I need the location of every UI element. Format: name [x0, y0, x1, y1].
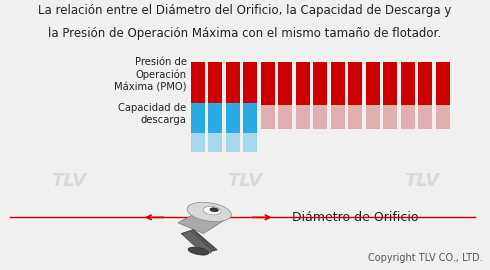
Bar: [208, 133, 222, 152]
Bar: [226, 133, 240, 152]
Bar: [366, 62, 380, 105]
Bar: [278, 105, 293, 129]
Polygon shape: [178, 207, 229, 234]
Bar: [436, 62, 450, 105]
Bar: [208, 62, 222, 105]
Bar: [418, 62, 432, 105]
Text: Diámetro de Orificio: Diámetro de Orificio: [292, 211, 418, 224]
Bar: [313, 62, 327, 105]
Text: la Presión de Operación Máxima con el mismo tamaño de flotador.: la Presión de Operación Máxima con el mi…: [49, 27, 441, 40]
Bar: [313, 105, 327, 129]
Text: TLV: TLV: [51, 172, 86, 190]
Ellipse shape: [203, 206, 221, 215]
Bar: [295, 62, 310, 105]
Bar: [243, 133, 257, 152]
Text: TLV: TLV: [227, 172, 263, 190]
Bar: [243, 105, 257, 129]
Bar: [226, 103, 240, 133]
Polygon shape: [188, 231, 212, 254]
Text: Presión de
Operación
Máxima (PMO): Presión de Operación Máxima (PMO): [114, 57, 187, 93]
Bar: [191, 133, 205, 152]
Bar: [191, 103, 205, 133]
Bar: [261, 105, 275, 129]
Bar: [295, 105, 310, 129]
Bar: [208, 105, 222, 129]
Polygon shape: [185, 232, 210, 255]
Bar: [243, 103, 257, 133]
Bar: [208, 103, 222, 133]
Bar: [191, 62, 205, 105]
Bar: [331, 62, 345, 105]
Bar: [383, 62, 397, 105]
Text: La relación entre el Diámetro del Orificio, la Capacidad de Descarga y: La relación entre el Diámetro del Orific…: [38, 4, 452, 17]
Bar: [191, 105, 205, 129]
Bar: [436, 105, 450, 129]
Bar: [348, 62, 362, 105]
Text: Copyright TLV CO., LTD.: Copyright TLV CO., LTD.: [368, 253, 483, 263]
Bar: [383, 105, 397, 129]
Bar: [243, 62, 257, 105]
Bar: [348, 105, 362, 129]
Ellipse shape: [188, 247, 209, 255]
Text: Capacidad de
descarga: Capacidad de descarga: [118, 103, 187, 125]
Polygon shape: [181, 230, 217, 254]
Bar: [401, 62, 415, 105]
Polygon shape: [183, 232, 207, 255]
Ellipse shape: [187, 202, 231, 222]
Bar: [331, 105, 345, 129]
Ellipse shape: [210, 208, 219, 212]
Bar: [226, 105, 240, 129]
Text: TLV: TLV: [404, 172, 439, 190]
Bar: [401, 105, 415, 129]
Bar: [278, 62, 293, 105]
Bar: [418, 105, 432, 129]
Bar: [226, 62, 240, 105]
Bar: [366, 105, 380, 129]
Bar: [261, 62, 275, 105]
